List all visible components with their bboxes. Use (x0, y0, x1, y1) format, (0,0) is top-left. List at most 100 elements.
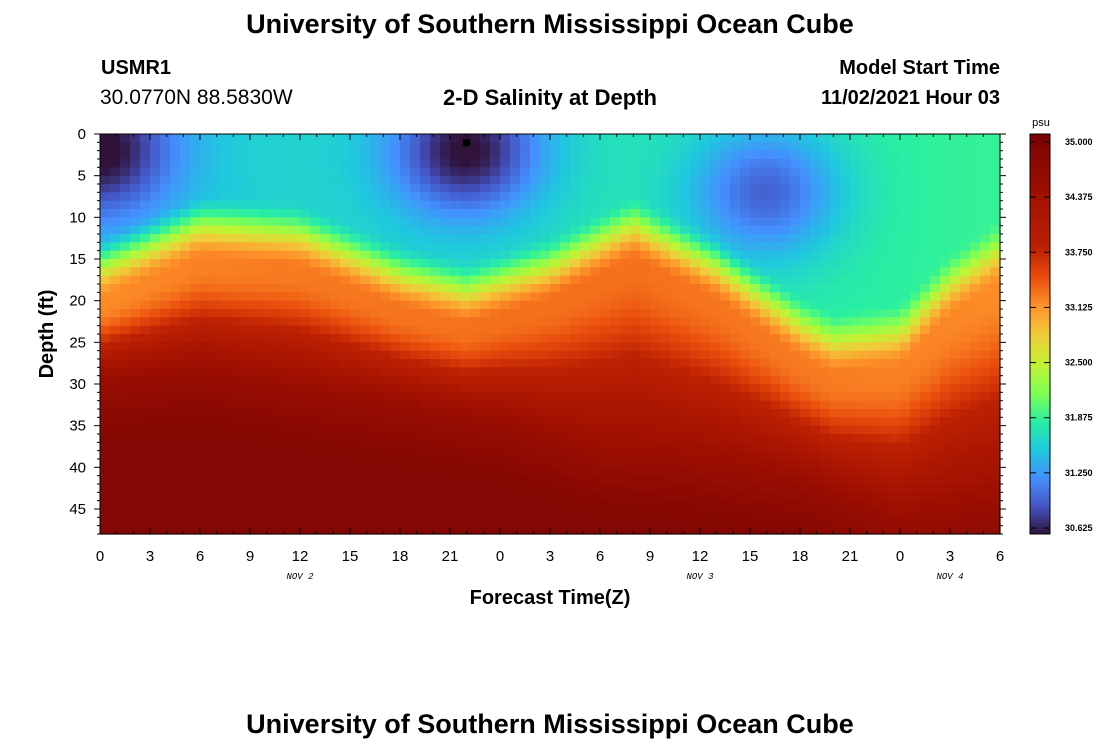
heatmap-cell (430, 475, 441, 485)
heatmap-cell (580, 525, 591, 535)
heatmap-cell (960, 375, 971, 385)
heatmap-cell (420, 417, 431, 427)
heatmap-cell (660, 217, 671, 227)
heatmap-cell (970, 467, 981, 477)
heatmap-cell (460, 317, 471, 327)
heatmap-cell (480, 509, 491, 518)
heatmap-cell (180, 234, 191, 243)
heatmap-cell (360, 434, 371, 443)
heatmap-cell (730, 484, 741, 493)
heatmap-cell (710, 434, 721, 443)
heatmap-cell (710, 500, 721, 510)
heatmap-cell (640, 509, 651, 518)
heatmap-cell (330, 375, 341, 385)
heatmap-cell (400, 242, 411, 252)
heatmap-cell (860, 184, 871, 193)
heatmap-cell (450, 509, 461, 518)
heatmap-cell (540, 150, 551, 160)
heatmap-cell (120, 175, 131, 185)
heatmap-cell (870, 184, 881, 193)
heatmap-cell (610, 150, 621, 160)
heatmap-cell (350, 192, 361, 202)
heatmap-cell (600, 367, 611, 377)
heatmap-cell (320, 392, 331, 402)
heatmap-cell (650, 392, 661, 402)
heatmap-cell (510, 517, 521, 527)
heatmap-cell (180, 334, 191, 343)
heatmap-cell (640, 309, 651, 318)
heatmap-cell (520, 292, 531, 302)
heatmap-cell (710, 409, 721, 418)
heatmap-cell (530, 167, 541, 177)
heatmap-cell (810, 267, 821, 277)
heatmap-cell (670, 475, 681, 485)
heatmap-cell (330, 425, 341, 435)
heatmap-cell (500, 259, 511, 268)
heatmap-cell (950, 525, 961, 535)
heatmap-cell (170, 484, 181, 493)
heatmap-cell (810, 275, 821, 285)
heatmap-cell (450, 159, 461, 168)
heatmap-cell (780, 334, 791, 343)
heatmap-cell (910, 217, 921, 227)
heatmap-cell (370, 275, 381, 285)
heatmap-cell (570, 225, 581, 235)
heatmap-cell (240, 259, 251, 268)
heatmap-cell (390, 417, 401, 427)
heatmap-cell (940, 525, 951, 535)
heatmap-cell (430, 492, 441, 502)
heatmap-cell (570, 484, 581, 493)
heatmap-cell (890, 250, 901, 260)
heatmap-cell (580, 425, 591, 435)
heatmap-cell (650, 192, 661, 202)
heatmap-cell (290, 225, 301, 235)
heatmap-cell (920, 175, 931, 185)
heatmap-cell (500, 334, 511, 343)
heatmap-cell (380, 150, 391, 160)
heatmap-cell (150, 459, 161, 468)
heatmap-cell (590, 200, 601, 210)
heatmap-cell (220, 334, 231, 343)
heatmap-cell (340, 459, 351, 468)
heatmap-cell (330, 217, 341, 227)
heatmap-cell (460, 167, 471, 177)
heatmap-cell (360, 500, 371, 510)
heatmap-cell (500, 275, 511, 285)
heatmap-cell (260, 492, 271, 502)
heatmap-cell (730, 267, 741, 277)
heatmap-cell (230, 192, 241, 202)
heatmap-cell (930, 325, 941, 335)
colorbar-label: 30.625 (1065, 523, 1093, 533)
heatmap-cell (610, 309, 621, 318)
heatmap-cell (550, 242, 561, 252)
heatmap-cell (980, 175, 991, 185)
heatmap-cell (910, 300, 921, 310)
heatmap-cell (860, 250, 871, 260)
heatmap-cell (220, 467, 231, 477)
heatmap-cell (990, 450, 1001, 460)
heatmap-cell (120, 275, 131, 285)
heatmap-cell (440, 492, 451, 502)
heatmap-cell (430, 484, 441, 493)
heatmap-cell (420, 184, 431, 193)
heatmap-cell (940, 275, 951, 285)
heatmap-cell (890, 300, 901, 310)
heatmap-cell (480, 459, 491, 468)
heatmap-cell (700, 500, 711, 510)
heatmap-cell (690, 417, 701, 427)
heatmap-cell (820, 259, 831, 268)
heatmap-cell (380, 434, 391, 443)
heatmap-cell (730, 442, 741, 452)
heatmap-cell (580, 359, 591, 368)
heatmap-cell (750, 425, 761, 435)
heatmap-cell (500, 150, 511, 160)
heatmap-cell (400, 525, 411, 535)
heatmap-cell (110, 250, 121, 260)
heatmap-cell (940, 284, 951, 293)
heatmap-cell (340, 342, 351, 352)
heatmap-cell (190, 400, 201, 410)
heatmap-cell (230, 292, 241, 302)
heatmap-cell (950, 267, 961, 277)
heatmap-cell (740, 250, 751, 260)
heatmap-cell (790, 325, 801, 335)
